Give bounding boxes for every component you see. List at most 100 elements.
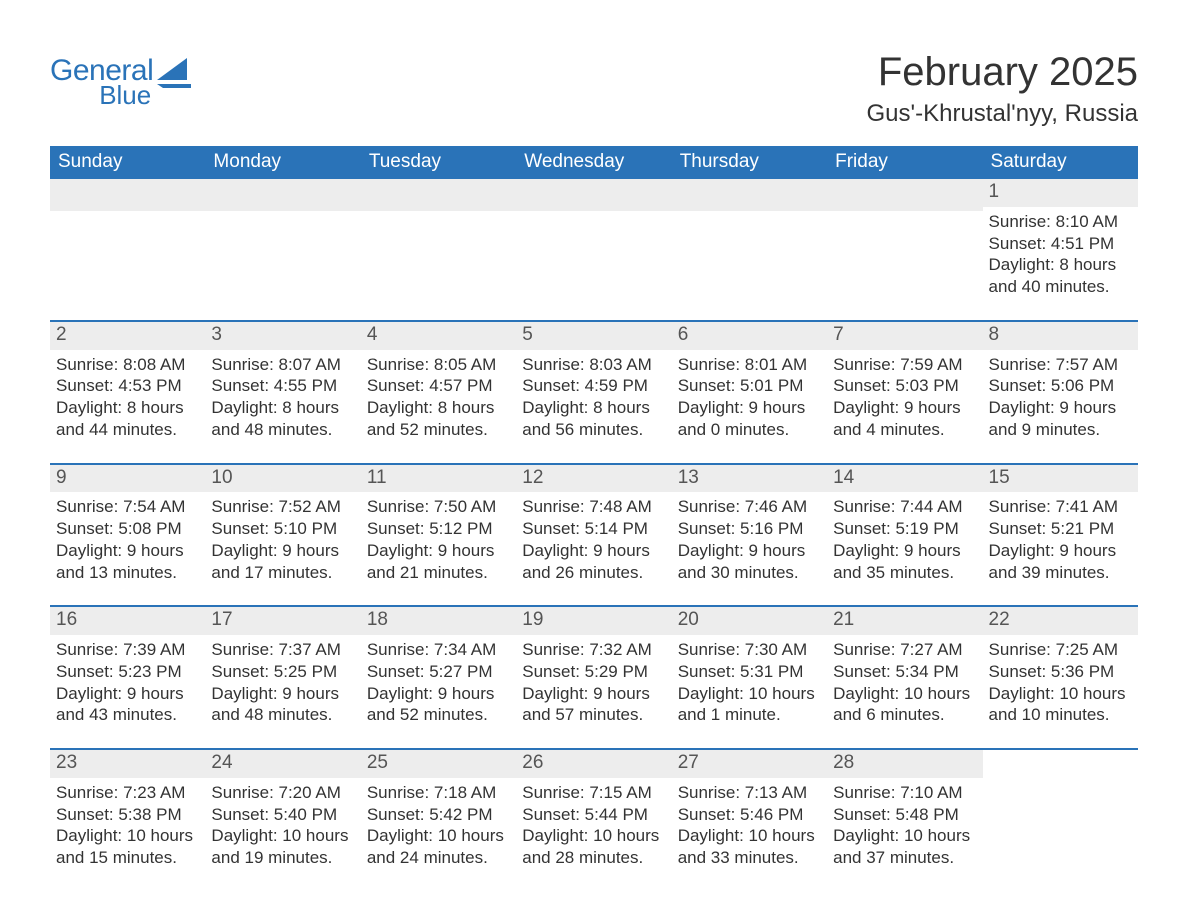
day-cell: 22 Sunrise: 7:25 AM Sunset: 5:36 PM Dayl… xyxy=(983,607,1138,726)
sunset-text: Sunset: 4:53 PM xyxy=(56,375,199,397)
day-cell-empty xyxy=(205,179,360,298)
daylight-text: and 26 minutes. xyxy=(522,562,665,584)
sunrise-text: Sunrise: 7:34 AM xyxy=(367,639,510,661)
day-number: 11 xyxy=(361,465,516,493)
daylight-text: Daylight: 10 hours xyxy=(989,683,1132,705)
sunset-text: Sunset: 5:10 PM xyxy=(211,518,354,540)
daylight-text: Daylight: 10 hours xyxy=(56,825,199,847)
location-label: Gus'-Khrustal'nyy, Russia xyxy=(867,100,1138,128)
day-details: Sunrise: 8:08 AM Sunset: 4:53 PM Dayligh… xyxy=(50,350,205,441)
daylight-text: and 57 minutes. xyxy=(522,704,665,726)
week-row: 2 Sunrise: 8:08 AM Sunset: 4:53 PM Dayli… xyxy=(50,320,1138,441)
day-number: 2 xyxy=(50,322,205,350)
sunset-text: Sunset: 5:29 PM xyxy=(522,661,665,683)
day-details: Sunrise: 7:25 AM Sunset: 5:36 PM Dayligh… xyxy=(983,635,1138,726)
day-number: 5 xyxy=(516,322,671,350)
day-cell: 24 Sunrise: 7:20 AM Sunset: 5:40 PM Dayl… xyxy=(205,750,360,869)
sunrise-text: Sunrise: 7:10 AM xyxy=(833,782,976,804)
sunrise-text: Sunrise: 7:30 AM xyxy=(678,639,821,661)
daylight-text: Daylight: 10 hours xyxy=(833,825,976,847)
sunset-text: Sunset: 4:55 PM xyxy=(211,375,354,397)
sunrise-text: Sunrise: 7:37 AM xyxy=(211,639,354,661)
sunset-text: Sunset: 5:46 PM xyxy=(678,804,821,826)
day-details: Sunrise: 7:54 AM Sunset: 5:08 PM Dayligh… xyxy=(50,492,205,583)
sunset-text: Sunset: 4:57 PM xyxy=(367,375,510,397)
day-number: 14 xyxy=(827,465,982,493)
weekday-header-row: Sunday Monday Tuesday Wednesday Thursday… xyxy=(50,146,1138,179)
daylight-text: and 44 minutes. xyxy=(56,419,199,441)
daylight-text: Daylight: 9 hours xyxy=(56,540,199,562)
sunset-text: Sunset: 5:38 PM xyxy=(56,804,199,826)
daylight-text: and 1 minute. xyxy=(678,704,821,726)
day-details: Sunrise: 7:59 AM Sunset: 5:03 PM Dayligh… xyxy=(827,350,982,441)
day-details: Sunrise: 7:48 AM Sunset: 5:14 PM Dayligh… xyxy=(516,492,671,583)
daylight-text: and 10 minutes. xyxy=(989,704,1132,726)
daylight-text: Daylight: 9 hours xyxy=(367,540,510,562)
sunset-text: Sunset: 5:31 PM xyxy=(678,661,821,683)
week-row: 1 Sunrise: 8:10 AM Sunset: 4:51 PM Dayli… xyxy=(50,179,1138,298)
daylight-text: and 43 minutes. xyxy=(56,704,199,726)
day-cell: 26 Sunrise: 7:15 AM Sunset: 5:44 PM Dayl… xyxy=(516,750,671,869)
day-cell: 13 Sunrise: 7:46 AM Sunset: 5:16 PM Dayl… xyxy=(672,465,827,584)
sunset-text: Sunset: 5:16 PM xyxy=(678,518,821,540)
daylight-text: Daylight: 10 hours xyxy=(833,683,976,705)
daylight-text: and 37 minutes. xyxy=(833,847,976,869)
daylight-text: Daylight: 10 hours xyxy=(678,683,821,705)
daylight-text: Daylight: 10 hours xyxy=(367,825,510,847)
sunrise-text: Sunrise: 7:15 AM xyxy=(522,782,665,804)
sunrise-text: Sunrise: 7:57 AM xyxy=(989,354,1132,376)
day-details: Sunrise: 7:30 AM Sunset: 5:31 PM Dayligh… xyxy=(672,635,827,726)
sunset-text: Sunset: 5:34 PM xyxy=(833,661,976,683)
sunset-text: Sunset: 5:12 PM xyxy=(367,518,510,540)
day-number: 3 xyxy=(205,322,360,350)
day-cell: 17 Sunrise: 7:37 AM Sunset: 5:25 PM Dayl… xyxy=(205,607,360,726)
sunrise-text: Sunrise: 8:01 AM xyxy=(678,354,821,376)
day-number: 21 xyxy=(827,607,982,635)
sunrise-text: Sunrise: 8:03 AM xyxy=(522,354,665,376)
sunset-text: Sunset: 5:01 PM xyxy=(678,375,821,397)
day-details: Sunrise: 7:20 AM Sunset: 5:40 PM Dayligh… xyxy=(205,778,360,869)
daylight-text: and 30 minutes. xyxy=(678,562,821,584)
day-number: 16 xyxy=(50,607,205,635)
day-number: 18 xyxy=(361,607,516,635)
brand-logo: General Blue xyxy=(50,50,191,108)
weekday-header: Sunday xyxy=(50,146,205,179)
weekday-header: Wednesday xyxy=(516,146,671,179)
daylight-text: and 17 minutes. xyxy=(211,562,354,584)
day-number: 6 xyxy=(672,322,827,350)
daylight-text: Daylight: 8 hours xyxy=(522,397,665,419)
daylight-text: Daylight: 8 hours xyxy=(367,397,510,419)
day-details: Sunrise: 8:03 AM Sunset: 4:59 PM Dayligh… xyxy=(516,350,671,441)
day-details: Sunrise: 7:39 AM Sunset: 5:23 PM Dayligh… xyxy=(50,635,205,726)
daylight-text: and 28 minutes. xyxy=(522,847,665,869)
daylight-text: Daylight: 9 hours xyxy=(367,683,510,705)
sunrise-text: Sunrise: 7:50 AM xyxy=(367,496,510,518)
day-cell: 12 Sunrise: 7:48 AM Sunset: 5:14 PM Dayl… xyxy=(516,465,671,584)
sunset-text: Sunset: 5:25 PM xyxy=(211,661,354,683)
weekday-header: Monday xyxy=(205,146,360,179)
daylight-text: Daylight: 10 hours xyxy=(678,825,821,847)
day-number: 13 xyxy=(672,465,827,493)
day-cell: 3 Sunrise: 8:07 AM Sunset: 4:55 PM Dayli… xyxy=(205,322,360,441)
weekday-header: Saturday xyxy=(983,146,1138,179)
day-cell-empty xyxy=(827,179,982,298)
day-number: 25 xyxy=(361,750,516,778)
sunrise-text: Sunrise: 7:39 AM xyxy=(56,639,199,661)
sunrise-text: Sunrise: 8:05 AM xyxy=(367,354,510,376)
day-cell: 19 Sunrise: 7:32 AM Sunset: 5:29 PM Dayl… xyxy=(516,607,671,726)
weekday-header: Friday xyxy=(827,146,982,179)
day-cell: 1 Sunrise: 8:10 AM Sunset: 4:51 PM Dayli… xyxy=(983,179,1138,298)
sunrise-text: Sunrise: 7:41 AM xyxy=(989,496,1132,518)
daylight-text: Daylight: 9 hours xyxy=(522,683,665,705)
sunset-text: Sunset: 4:59 PM xyxy=(522,375,665,397)
day-details: Sunrise: 7:52 AM Sunset: 5:10 PM Dayligh… xyxy=(205,492,360,583)
daylight-text: Daylight: 9 hours xyxy=(989,540,1132,562)
sunset-text: Sunset: 5:27 PM xyxy=(367,661,510,683)
day-cell: 14 Sunrise: 7:44 AM Sunset: 5:19 PM Dayl… xyxy=(827,465,982,584)
daylight-text: and 48 minutes. xyxy=(211,419,354,441)
day-number: 26 xyxy=(516,750,671,778)
day-details: Sunrise: 7:46 AM Sunset: 5:16 PM Dayligh… xyxy=(672,492,827,583)
day-number: 28 xyxy=(827,750,982,778)
day-details: Sunrise: 8:05 AM Sunset: 4:57 PM Dayligh… xyxy=(361,350,516,441)
daylight-text: Daylight: 9 hours xyxy=(833,397,976,419)
